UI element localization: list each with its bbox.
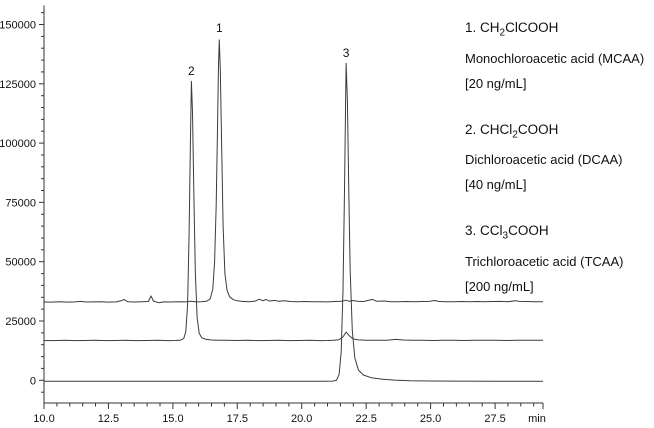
y-tick-label: 150000 <box>0 20 36 32</box>
x-tick-label: 17.5 <box>227 413 248 425</box>
legend-entry-dcaa: 2. CHCl2COOH Dichloroacetic acid (DCAA) … <box>465 117 644 198</box>
x-tick-label: 12.5 <box>98 413 119 425</box>
peak-label-2: 2 <box>188 64 195 78</box>
mcaa-trace <box>43 39 544 304</box>
y-tick-label: 100000 <box>0 138 36 150</box>
y-tick-label: 50000 <box>5 257 36 269</box>
analyte-name: Monochloroacetic acid (MCAA) <box>465 50 645 66</box>
analyte-concentration: [40 ng/mL] <box>465 177 527 193</box>
analyte-name: Dichloroacetic acid (DCAA) <box>465 152 623 168</box>
legend-entry-mcaa: 1. CH2ClCOOH Monochloroacetic acid (MCAA… <box>465 15 644 96</box>
y-tick-label: 125000 <box>0 79 36 91</box>
analyte-name: Trichloroacetic acid (TCAA) <box>465 254 624 270</box>
analyte-formula: 1. CH2ClCOOH <box>465 20 559 39</box>
x-axis-unit: min <box>528 413 546 425</box>
y-tick-label: 75000 <box>5 197 36 209</box>
tcaa-trace <box>44 62 543 382</box>
legend-entry-tcaa: 3. CCl3COOH Trichloroacetic acid (TCAA) … <box>465 218 644 299</box>
legend: 1. CH2ClCOOH Monochloroacetic acid (MCAA… <box>465 15 644 320</box>
peak-label-1: 1 <box>216 21 223 35</box>
analyte-formula: 3. CCl3COOH <box>465 223 549 243</box>
y-tick-label: 25000 <box>5 316 36 328</box>
x-tick-label: 22.5 <box>355 413 376 425</box>
x-tick-label: 25.0 <box>420 413 441 425</box>
y-tick-label: 0 <box>30 375 36 387</box>
analyte-formula: 2. CHCl2COOH <box>465 121 559 141</box>
x-tick-label: 15.0 <box>162 413 183 425</box>
analyte-concentration: [200 ng/mL] <box>465 279 534 295</box>
x-tick-label: 27.5 <box>484 413 505 425</box>
analyte-concentration: [20 ng/mL] <box>465 75 527 91</box>
dcaa-trace <box>43 80 544 342</box>
x-tick-label: 10.0 <box>33 413 54 425</box>
x-tick-label: 20.0 <box>291 413 312 425</box>
peak-label-3: 3 <box>343 46 350 60</box>
